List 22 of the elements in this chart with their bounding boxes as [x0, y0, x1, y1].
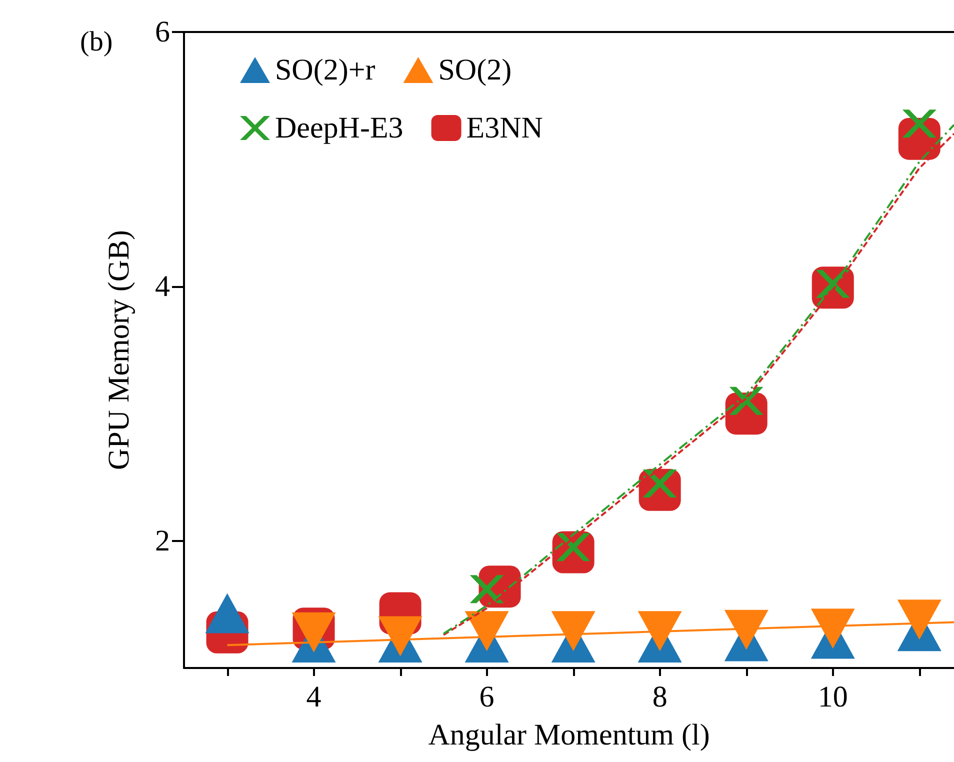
legend-label: SO(2): [438, 54, 512, 86]
y-tick-label: 6: [155, 16, 170, 48]
point: [464, 611, 509, 652]
point: [897, 600, 942, 640]
x-tick-label: 8: [652, 680, 668, 714]
y-tick-label: 4: [155, 270, 170, 303]
point: [551, 611, 596, 652]
point: [205, 593, 250, 634]
x-axis-title: Angular Momentum (l): [428, 718, 710, 752]
x-tick-label: 6: [479, 680, 494, 714]
legend-label: SO(2)+r: [275, 54, 376, 86]
point: [724, 610, 768, 650]
point: [638, 611, 682, 652]
x-tick-label: 10: [818, 680, 848, 714]
legend-label: E3NN: [466, 112, 543, 144]
point: [378, 616, 422, 656]
legend-label: DeepH-E3: [275, 112, 404, 144]
point: [810, 608, 855, 649]
y-tick-label: 2: [155, 524, 170, 558]
x-tick-label: 4: [306, 680, 322, 714]
y-axis-title: GPU Memory (GB): [102, 230, 136, 470]
text: (b): [80, 26, 113, 58]
